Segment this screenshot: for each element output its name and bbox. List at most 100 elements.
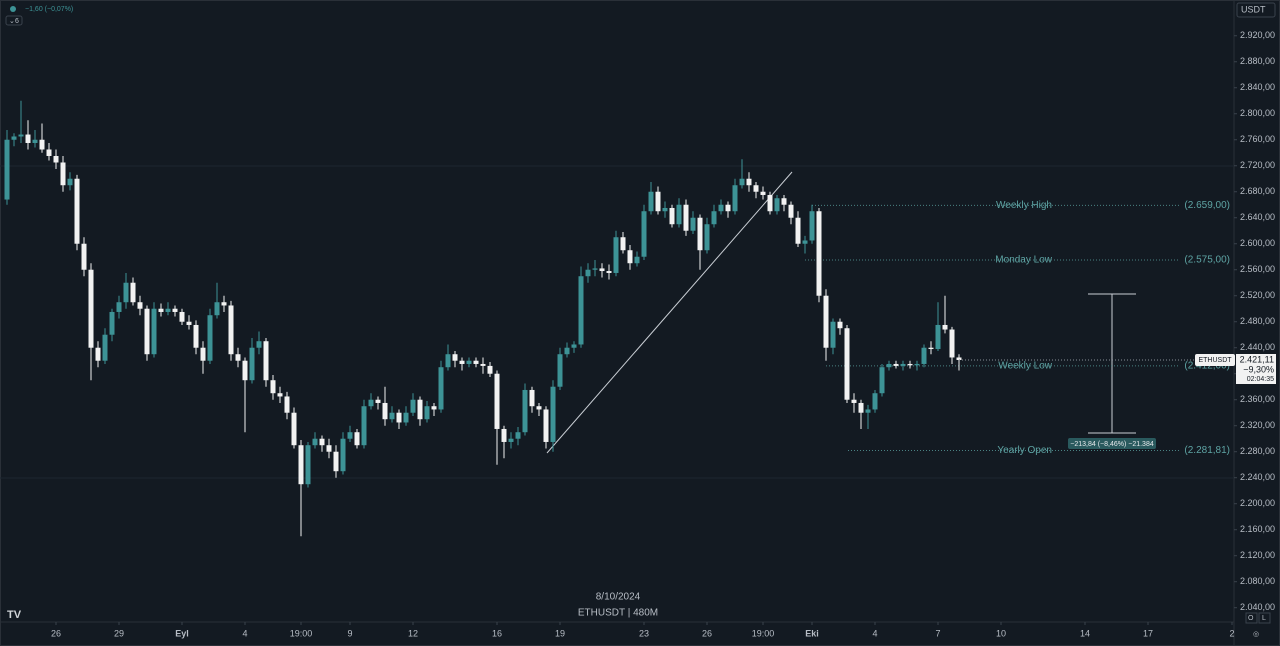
candle-body [102, 334, 108, 361]
candle-body [326, 445, 332, 452]
x-tick-label: Eyl [175, 628, 189, 638]
countdown: 02:04:35 [1247, 376, 1274, 383]
candle-body [144, 308, 150, 355]
candle-body [172, 308, 178, 312]
candle-body [921, 347, 927, 364]
candle-body [606, 271, 612, 273]
candle-body [151, 308, 157, 355]
logo[interactable]: TV [7, 609, 22, 621]
y-tick-label: 2.760,00 [1240, 134, 1275, 144]
legend-dot [10, 6, 16, 12]
candle-body [676, 204, 682, 225]
candle-body [445, 354, 451, 368]
candle-body [620, 237, 626, 251]
candle-body [669, 207, 675, 225]
candle-body [879, 367, 885, 394]
level-value: (2.281,81) [1184, 445, 1230, 456]
button-o[interactable] [1245, 612, 1258, 624]
candle-body [564, 347, 570, 355]
settings-icon[interactable]: ◎ [1253, 631, 1259, 638]
candle-body [354, 432, 360, 446]
candle-body [130, 282, 136, 303]
y-tick-label: 2.840,00 [1240, 82, 1275, 92]
candle-body [18, 134, 24, 137]
candle-body [165, 308, 171, 312]
x-tick-label: 16 [492, 628, 502, 638]
candle-body [816, 211, 822, 296]
candle-body [319, 438, 325, 446]
button-l[interactable] [1258, 612, 1271, 624]
candle-body [39, 139, 45, 150]
x-tick-label: 19 [555, 628, 565, 638]
level-name: Monday Low [995, 255, 1052, 266]
level-name: Weekly High [996, 200, 1052, 211]
candle-body [284, 396, 290, 413]
candle-body [865, 409, 871, 413]
candle-body [487, 365, 493, 374]
candle-body [375, 399, 381, 403]
candle-body [403, 412, 409, 423]
candle-body [844, 328, 850, 400]
candle-body [935, 324, 941, 350]
candle-body [802, 240, 808, 244]
candle-body [508, 438, 514, 442]
x-tick-label: 26 [702, 628, 712, 638]
candle-body [942, 324, 948, 330]
trend-line[interactable] [546, 171, 793, 454]
candle-body [32, 139, 38, 143]
candle-body [697, 217, 703, 251]
x-tick-label: 4 [872, 628, 877, 638]
candle-body [368, 399, 374, 407]
currency-button[interactable] [1236, 2, 1276, 18]
candle-body [74, 178, 80, 244]
candle-body [851, 399, 857, 403]
candle-body [123, 282, 129, 303]
candle-body [361, 406, 367, 446]
candle-body [914, 363, 920, 366]
candle-body [928, 347, 934, 350]
candle-body [732, 185, 738, 212]
y-tick-label: 2.520,00 [1240, 290, 1275, 300]
price-tag: ETHUSDT 2.421,11 −9,30% 02:04:35 [1195, 353, 1276, 384]
y-tick-label: 2.320,00 [1240, 420, 1275, 430]
candle-body [746, 178, 752, 186]
candle-body [333, 451, 339, 472]
candle-body [648, 191, 654, 212]
indicator-toggle[interactable] [5, 15, 23, 26]
candle-body [718, 204, 724, 212]
indicator-count: 6 [15, 18, 19, 25]
legend-change: −1,60 (−0,07%) [25, 6, 73, 13]
candle-body [459, 360, 465, 364]
candle-body [795, 217, 801, 244]
candle-body [340, 438, 346, 472]
x-tick-label: 26 [51, 628, 61, 638]
y-tick-label: 2.040,00 [1240, 602, 1275, 612]
candle-body [501, 428, 507, 442]
indicator-arrow: ⌄ [9, 18, 15, 25]
candle-body [662, 207, 668, 212]
candle-body [53, 155, 59, 163]
candle-body [88, 269, 94, 348]
candle-body [200, 347, 206, 361]
candle-body [627, 250, 633, 264]
x-tick-label: 19:00 [752, 628, 775, 638]
candle-body [872, 393, 878, 410]
candle-body [389, 412, 395, 420]
candle-body [907, 363, 913, 366]
candle-body [466, 360, 472, 364]
candle-body [529, 389, 535, 407]
candle-body [571, 344, 577, 348]
candle-body [949, 329, 955, 358]
candle-body [291, 412, 297, 446]
candle-body [550, 386, 556, 442]
date-label: 8/10/2024 [596, 592, 641, 603]
candle-body [536, 406, 542, 410]
y-tick-label: 2.880,00 [1240, 56, 1275, 66]
x-tick-label: 10 [996, 628, 1006, 638]
candle-body [788, 204, 794, 218]
candle-body [95, 347, 101, 361]
candle-body [494, 373, 500, 429]
candle-body [634, 256, 640, 264]
level-name: Yearly Open [997, 445, 1052, 456]
